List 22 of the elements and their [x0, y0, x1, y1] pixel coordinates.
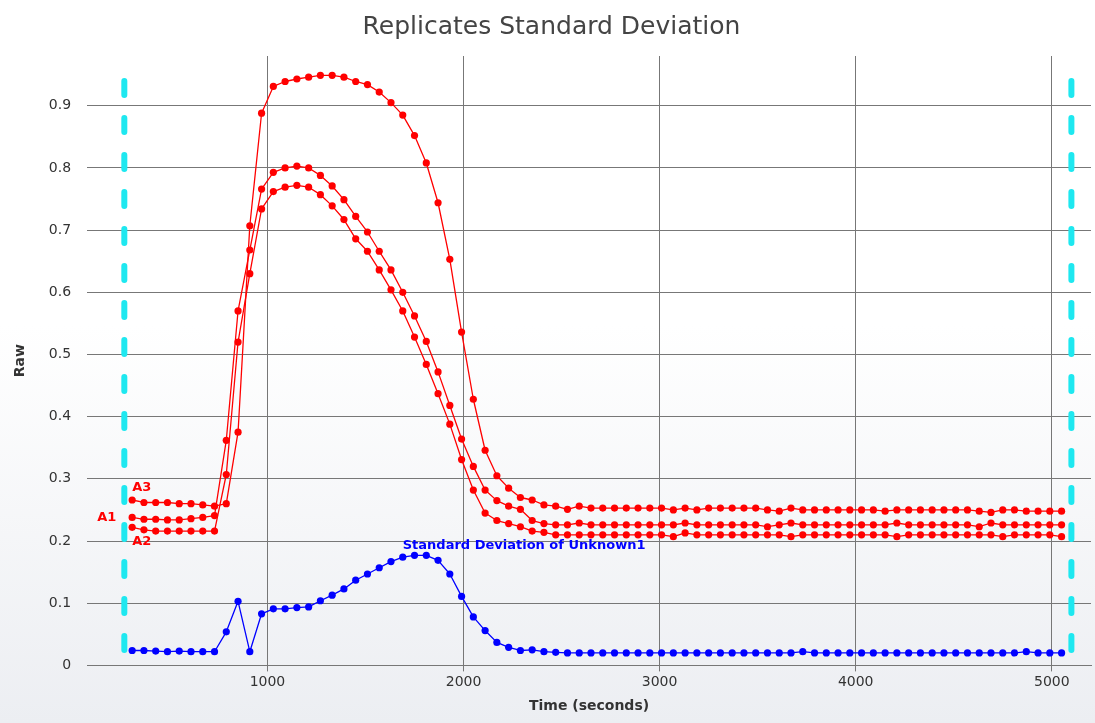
series-label: A1	[97, 508, 117, 524]
x-tick-label: 4000	[837, 673, 874, 690]
y-tick-label: 0.4	[48, 407, 72, 424]
y-tick-label: 0.8	[48, 158, 72, 175]
x-tick-label: 1000	[249, 673, 286, 690]
series-label: A2	[132, 532, 152, 548]
y-tick-label: 0.9	[48, 96, 72, 113]
y-tick-label: 0.5	[48, 345, 72, 362]
y-tick-label: 0.3	[48, 469, 72, 486]
y-tick-label: 0.2	[48, 531, 72, 548]
y-tick-label: 0.7	[48, 220, 72, 237]
x-tick-label: 2000	[445, 673, 482, 690]
y-axis-title: Raw	[11, 344, 28, 378]
x-tick-label: 3000	[641, 673, 678, 690]
y-tick-label: 0	[62, 656, 72, 673]
series-label: A3	[132, 479, 152, 495]
series-label: Standard Deviation of Unknown1	[402, 536, 646, 552]
x-tick-label: 5000	[1033, 673, 1070, 690]
y-tick-label: 0.6	[48, 282, 72, 299]
x-axis-title: Time (seconds)	[528, 697, 650, 714]
chart-title: Replicates Standard Deviation	[362, 10, 741, 40]
y-tick-label: 0.1	[48, 593, 72, 610]
